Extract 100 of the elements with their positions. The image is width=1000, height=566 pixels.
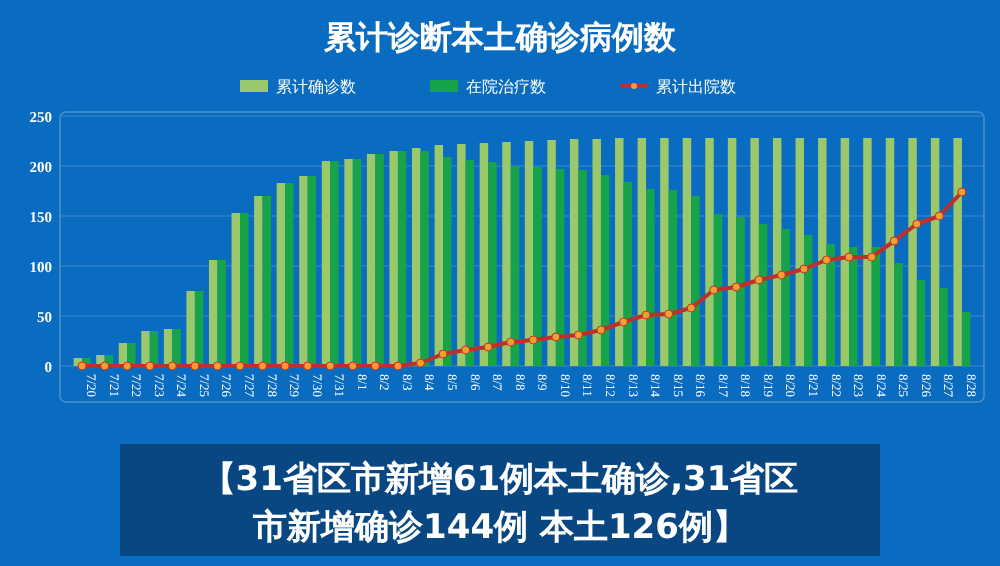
point (754, 275, 764, 285)
bar (344, 159, 353, 366)
text: 【31省区市新增61例本土确诊,31省区市新增确诊144例 本土126例】 (201, 460, 799, 548)
point (551, 332, 561, 342)
bar (908, 138, 917, 366)
bar (420, 151, 429, 366)
bar (885, 138, 895, 366)
legend-label: 在院治疗数 (466, 78, 546, 96)
bar (375, 154, 384, 366)
bar (479, 143, 489, 366)
bar (727, 138, 737, 366)
point (77, 361, 87, 371)
point (822, 255, 832, 265)
bar (510, 166, 520, 366)
point (167, 361, 177, 371)
legend-label: 累计出院数 (656, 78, 736, 96)
point (122, 361, 132, 371)
bar (434, 145, 444, 366)
point (912, 219, 922, 229)
point (190, 361, 200, 371)
point (709, 285, 719, 295)
bar (254, 196, 263, 366)
bar (172, 329, 181, 366)
point (641, 310, 651, 320)
bar (781, 229, 790, 366)
point (957, 187, 967, 197)
point (889, 236, 899, 246)
bar (894, 263, 903, 366)
bar (547, 140, 556, 366)
point (145, 361, 155, 371)
bar (930, 138, 940, 366)
bar (818, 138, 827, 366)
bar (569, 139, 579, 366)
bar (705, 138, 714, 366)
point (483, 342, 493, 352)
bar (803, 235, 813, 366)
bar (457, 144, 466, 366)
bar (262, 196, 272, 366)
bar (412, 148, 421, 366)
point (934, 211, 944, 221)
bar (217, 260, 226, 366)
bar (691, 196, 700, 366)
point (303, 361, 313, 371)
bar (240, 213, 249, 366)
bar (849, 247, 858, 366)
point (415, 358, 425, 368)
bar (660, 138, 669, 366)
bar (916, 280, 926, 366)
bar (299, 176, 308, 366)
point (799, 264, 809, 274)
point (258, 361, 268, 371)
bar (863, 138, 872, 366)
bar (208, 260, 218, 366)
bar (276, 183, 286, 366)
point (619, 317, 629, 327)
bar (939, 288, 948, 366)
bar (600, 175, 610, 366)
bar (713, 214, 723, 366)
bar (186, 291, 195, 366)
legend-label: 累计确诊数 (276, 78, 356, 96)
point (844, 252, 854, 262)
point (325, 361, 335, 371)
bar (623, 182, 632, 366)
bar (524, 141, 534, 366)
bar (488, 162, 497, 366)
bar (615, 138, 624, 366)
point (731, 282, 741, 292)
bar (321, 161, 331, 366)
bar (141, 331, 150, 366)
bar (231, 213, 241, 366)
bar (592, 139, 601, 366)
bar (637, 138, 647, 366)
point (438, 349, 448, 359)
bar (502, 142, 511, 366)
chart-title: 累计诊断本土确诊病例数 (322, 18, 678, 56)
bar (465, 160, 475, 366)
bar (758, 224, 768, 366)
point (100, 361, 110, 371)
bar (443, 157, 452, 366)
bar (682, 138, 692, 366)
bar (330, 161, 339, 366)
bar (826, 244, 836, 366)
point (867, 252, 877, 262)
point (370, 361, 380, 371)
bar (533, 167, 542, 366)
point (596, 325, 606, 335)
bar (736, 217, 745, 366)
point (348, 361, 358, 371)
bar (285, 183, 294, 366)
point (506, 337, 516, 347)
point (393, 361, 403, 371)
point (686, 303, 696, 313)
bar (194, 291, 204, 366)
point (664, 309, 674, 319)
bar (366, 154, 376, 366)
bar (307, 176, 317, 366)
point (235, 361, 245, 371)
point (573, 330, 583, 340)
point (528, 335, 538, 345)
point (461, 345, 471, 355)
